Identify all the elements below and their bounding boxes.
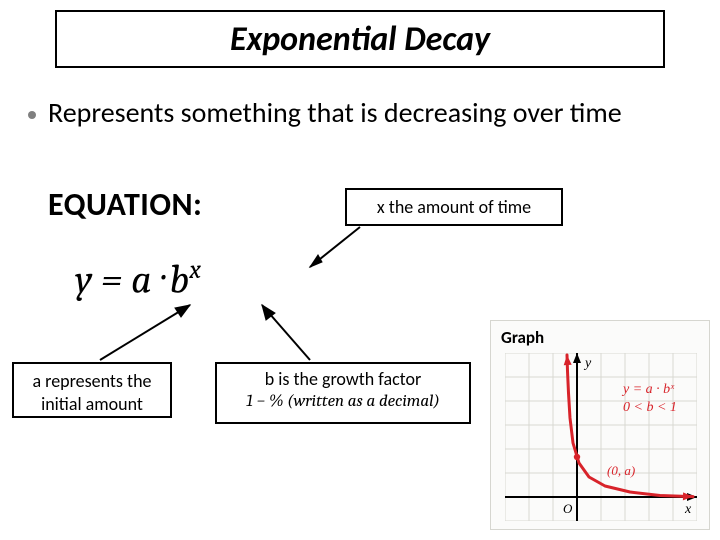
graph-svg: y x Oy = a · bˣ 0 < b < 1 (0, a) [505, 353, 697, 521]
annotation-a-text: a represents the initial amount [32, 370, 151, 415]
arrow-a-to-a [95, 300, 205, 365]
title-box: Exponential Decay [55, 10, 665, 68]
arrow-x-to-exp [300, 225, 380, 275]
annotation-b-box: b is the growth factor 1 − % (written as… [215, 362, 471, 424]
graph-panel: Graph y x Oy = a · bˣ 0 < b < 1 (0, a) [490, 320, 710, 530]
svg-text:y = a · bˣ: y = a · bˣ [621, 382, 675, 397]
annotation-x-text: x the amount of time [377, 196, 531, 219]
annotation-a-box: a represents the initial amount [12, 362, 172, 418]
annotation-b-line2: 1 − % (written as a decimal) [223, 391, 463, 412]
equation-a: a [131, 256, 152, 302]
intro-text: Represents something that is decreasing … [48, 95, 622, 131]
equation-b: b [169, 256, 189, 302]
svg-text:(0, a): (0, a) [607, 463, 635, 478]
equation-exp: x [189, 255, 201, 285]
graph-title: Graph [501, 327, 544, 348]
equation: y = a · bx [75, 255, 201, 302]
arrow-b-to-b [250, 300, 320, 365]
svg-text:0 < b < 1: 0 < b < 1 [623, 400, 677, 415]
svg-text:x: x [684, 502, 692, 517]
svg-text:O: O [563, 501, 573, 516]
equation-heading: EQUATION: [48, 185, 202, 224]
page-title: Exponential Decay [230, 19, 490, 60]
annotation-b-line1: b is the growth factor [223, 368, 463, 391]
bullet-icon [28, 111, 36, 119]
equation-dot: · [152, 256, 170, 302]
equation-eq: = [92, 256, 131, 302]
intro-row: Represents something that is decreasing … [28, 95, 622, 131]
svg-text:y: y [583, 356, 592, 371]
equation-lhs: y [75, 256, 92, 302]
annotation-x-box: x the amount of time [345, 188, 563, 226]
